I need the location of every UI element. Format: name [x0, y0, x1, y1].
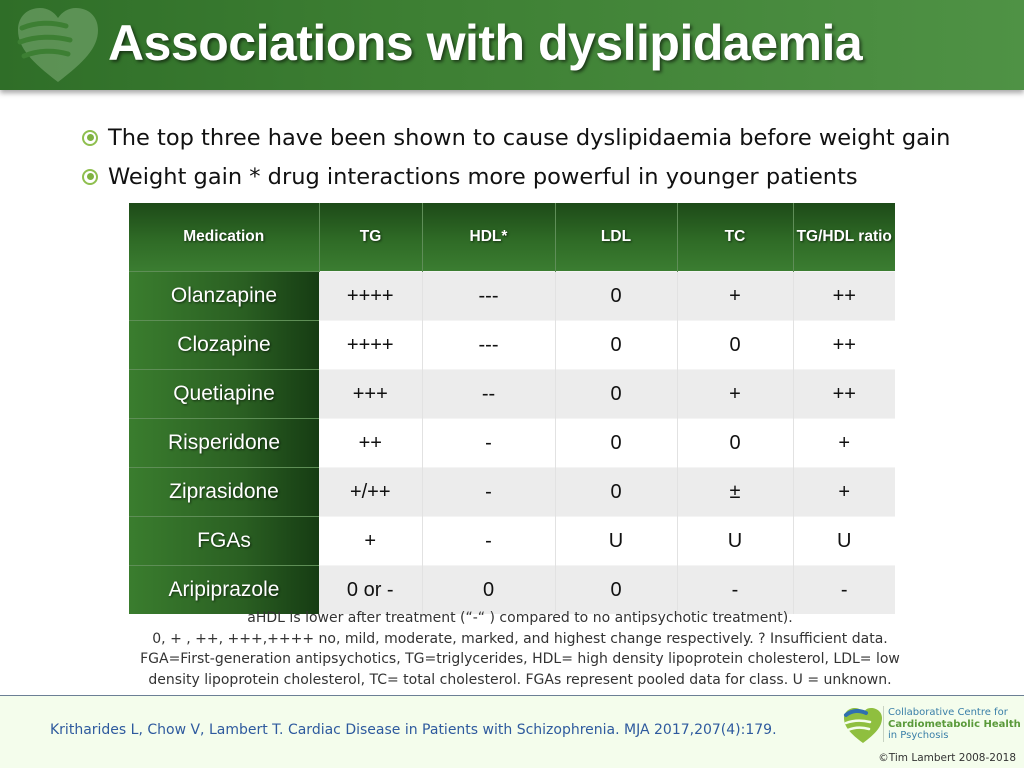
citation: Kritharides L, Chow V, Lambert T. Cardia… [50, 722, 777, 738]
bullet-text: Weight gain * drug interactions more pow… [108, 163, 858, 190]
footnote-line: aHDL is lower after treatment (“-“ ) com… [247, 610, 793, 626]
ldl-cell: U [555, 516, 678, 566]
tc-cell: ± [677, 467, 794, 517]
org-name-line: in Psychosis [888, 730, 949, 741]
bullet-text: The top three have been shown to cause d… [108, 124, 951, 151]
hdl-cell: - [422, 516, 556, 566]
column-header-hdl: HDL* [422, 203, 556, 272]
table-row: Quetiapine +++ -- 0 + ++ [129, 369, 895, 419]
ratio-cell: ++ [793, 271, 895, 321]
footer-divider [0, 695, 1024, 696]
table-row: FGAs + - U U U [129, 516, 895, 566]
bullet-item: The top three have been shown to cause d… [82, 118, 1002, 157]
column-header-tg-hdl-ratio: TG/HDL ratio [793, 203, 895, 272]
medication-cell: Quetiapine [129, 369, 319, 419]
org-name: Collaborative Centre for Cardiometabolic… [888, 707, 1021, 742]
medication-cell: FGAs [129, 516, 319, 566]
tc-cell: + [677, 271, 794, 321]
footer: Kritharides L, Chow V, Lambert T. Cardia… [0, 696, 1024, 768]
ldl-cell: 0 [555, 320, 678, 370]
hdl-cell: --- [422, 320, 556, 370]
org-name-line: Cardiometabolic Health [888, 718, 1021, 730]
hdl-cell: - [422, 418, 556, 468]
tg-cell: +++ [319, 369, 423, 419]
ratio-cell: ++ [793, 369, 895, 419]
ldl-cell: 0 [555, 565, 678, 614]
medication-cell: Aripiprazole [129, 565, 319, 614]
tg-cell: ++++ [319, 271, 423, 321]
ldl-cell: 0 [555, 418, 678, 468]
table-row: Clozapine ++++ --- 0 0 ++ [129, 320, 895, 370]
hdl-cell: - [422, 467, 556, 517]
hdl-cell: 0 [422, 565, 556, 614]
medication-cell: Clozapine [129, 320, 319, 370]
ratio-cell: U [793, 516, 895, 566]
medication-cell: Ziprasidone [129, 467, 319, 517]
footnote-line: 0, + , ++, +++,++++ no, mild, moderate, … [152, 630, 888, 647]
column-header-medication: Medication [129, 203, 320, 272]
title-bar: Associations with dyslipidaemia [0, 0, 1024, 90]
hdl-cell: --- [422, 271, 556, 321]
tg-cell: ++ [319, 418, 423, 468]
heart-logo-icon [17, 8, 98, 82]
column-header-tc: TC [677, 203, 794, 272]
table-footnotes: aHDL is lower after treatment (“-“ ) com… [120, 608, 920, 690]
bullet-circle-icon [82, 168, 98, 185]
tg-cell: + [319, 516, 423, 566]
table-row: Risperidone ++ - 0 0 + [129, 418, 895, 468]
ratio-cell: + [793, 467, 895, 517]
table-row: Olanzapine ++++ --- 0 + ++ [129, 271, 895, 321]
tg-cell: +/++ [319, 467, 423, 517]
table-header-row: Medication TG HDL* LDL TC TG/HDL ratio [129, 203, 895, 272]
org-heart-logo-icon [844, 708, 882, 743]
tc-cell: + [677, 369, 794, 419]
ldl-cell: 0 [555, 369, 678, 419]
copyright: ©Tim Lambert 2008-2018 [878, 752, 1016, 764]
org-name-line: Collaborative Centre for [888, 707, 1008, 718]
tc-cell: - [677, 565, 794, 614]
tc-cell: 0 [677, 320, 794, 370]
ratio-cell: + [793, 418, 895, 468]
tc-cell: U [677, 516, 794, 566]
bullet-circle-icon [82, 129, 98, 146]
table-row: Ziprasidone +/++ - 0 ± + [129, 467, 895, 517]
bullet-list: The top three have been shown to cause d… [82, 118, 1002, 196]
ratio-cell: - [793, 565, 895, 614]
medication-cell: Olanzapine [129, 271, 319, 321]
tg-cell: 0 or - [319, 565, 423, 614]
hdl-cell: -- [422, 369, 556, 419]
ratio-cell: ++ [793, 320, 895, 370]
ldl-cell: 0 [555, 467, 678, 517]
ldl-cell: 0 [555, 271, 678, 321]
column-header-ldl: LDL [555, 203, 678, 272]
tg-cell: ++++ [319, 320, 423, 370]
medication-cell: Risperidone [129, 418, 319, 468]
bullet-item: Weight gain * drug interactions more pow… [82, 157, 1002, 196]
tc-cell: 0 [677, 418, 794, 468]
footnote-line: FGA=First-generation antipsychotics, TG=… [140, 651, 900, 667]
dyslipidaemia-table: Medication TG HDL* LDL TC TG/HDL ratio O… [129, 203, 895, 614]
footnote-line: density lipoprotein cholesterol, TC= tot… [148, 671, 892, 688]
org-divider [883, 706, 884, 742]
column-header-tg: TG [319, 203, 423, 272]
table-row: Aripiprazole 0 or - 0 0 - - [129, 565, 895, 614]
slide-title: Associations with dyslipidaemia [108, 15, 863, 71]
